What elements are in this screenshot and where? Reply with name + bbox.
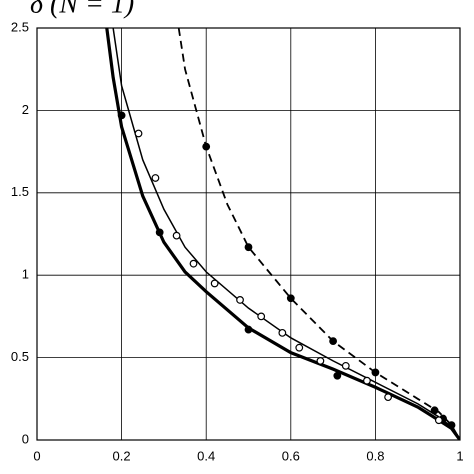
y-tick-label: 2.5 — [11, 19, 29, 34]
marker — [278, 328, 287, 337]
y-tick-label: 0 — [22, 431, 29, 446]
y-tick-label: 0.5 — [11, 349, 29, 364]
marker — [155, 228, 164, 237]
x-tick-label: 0.6 — [282, 448, 300, 463]
x-tick-label: 0 — [33, 448, 40, 463]
plot-area — [105, 28, 460, 440]
marker — [202, 142, 211, 151]
y-tick-label: 1 — [22, 267, 29, 282]
marker — [341, 361, 350, 370]
x-tick-label: 1 — [456, 448, 463, 463]
marker — [295, 343, 304, 352]
marker — [384, 393, 392, 402]
marker — [286, 294, 295, 303]
marker — [244, 243, 253, 252]
plot-frame — [36, 27, 461, 441]
x-tick-label: 0.8 — [366, 448, 384, 463]
marker — [447, 421, 456, 430]
curve — [177, 28, 460, 440]
marker — [117, 111, 126, 120]
x-tick-label: 0.2 — [113, 448, 131, 463]
x-tick-label: 0.4 — [197, 448, 215, 463]
marker — [371, 368, 380, 377]
chart-title: δ (N = 1) — [30, 0, 134, 19]
marker — [333, 371, 342, 380]
y-tick-label: 2 — [22, 102, 29, 117]
marker — [434, 416, 443, 425]
marker — [316, 356, 325, 365]
marker — [210, 279, 219, 288]
marker — [244, 325, 253, 334]
marker — [134, 129, 143, 138]
marker — [329, 337, 338, 346]
marker — [430, 406, 439, 415]
marker — [172, 231, 181, 240]
curve — [112, 28, 460, 440]
y-tick-label: 1.5 — [11, 184, 29, 199]
marker — [363, 376, 371, 385]
marker — [257, 312, 266, 321]
marker — [236, 296, 244, 304]
marker — [189, 259, 198, 268]
marker — [151, 174, 160, 182]
